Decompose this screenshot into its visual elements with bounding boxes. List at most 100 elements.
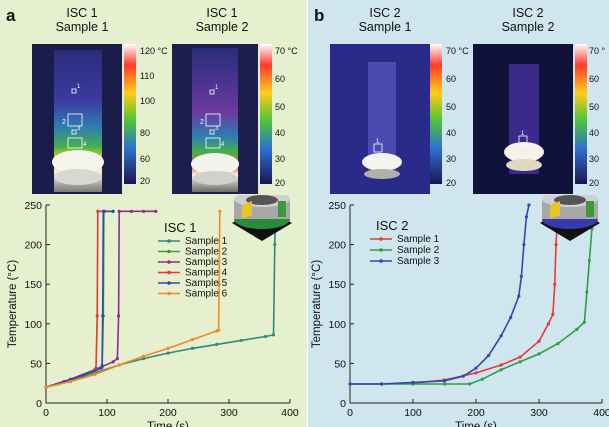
data-point — [44, 385, 48, 389]
measure-point-label: 1 — [521, 131, 525, 137]
data-point — [553, 282, 557, 286]
thermal-image-isc2-sample2: ISC 2 Sample 2 1 70 ° 60 50 40 30 20 — [473, 6, 605, 194]
series-line — [350, 204, 596, 385]
measure-point-label: 1 — [215, 85, 219, 91]
legend-label: Sample 1 — [397, 234, 440, 245]
x-tick-label: 0 — [347, 407, 353, 419]
data-point — [551, 312, 555, 316]
y-tick-label: 150 — [24, 279, 42, 291]
legend-marker — [167, 239, 171, 243]
y-axis-title: Temperature (°C) — [311, 260, 323, 348]
thermal-title-line1: ISC 1 — [206, 6, 238, 20]
colorbar-tick: 60 — [589, 74, 600, 84]
legend-label: Sample 6 — [185, 289, 228, 300]
colorbar-tick: 70 °C — [446, 46, 469, 56]
colorbar-tick: 20 — [140, 176, 151, 186]
panel-label-a: a — [6, 6, 16, 25]
colorbar-tick: 30 — [275, 154, 286, 164]
icon-stripe — [586, 201, 594, 217]
data-point — [527, 203, 531, 207]
data-point — [546, 322, 551, 326]
data-point — [575, 327, 579, 331]
data-point — [556, 342, 560, 346]
legend-title: ISC 1 — [164, 220, 197, 235]
x-tick-label: 400 — [281, 407, 299, 419]
data-point — [587, 258, 591, 263]
colorbar-tick: 70 °C — [275, 46, 298, 56]
data-point — [166, 346, 170, 350]
thermal-title-line2: Sample 1 — [358, 20, 412, 34]
thermal-photo: 1 2 3 4 — [32, 44, 122, 194]
data-point — [142, 357, 146, 361]
colorbar-tick: 30 — [589, 154, 600, 164]
colorbar — [430, 44, 442, 184]
data-point — [273, 243, 277, 247]
legend-marker — [167, 249, 171, 254]
colorbar-tick: 20 — [589, 178, 600, 188]
colorbar-tick: 50 — [446, 102, 457, 112]
colorbar — [124, 44, 136, 184]
thermal-title: ISC 2 Sample 1 — [330, 6, 440, 34]
y-tick-label: 250 — [24, 200, 42, 212]
series-line — [350, 204, 530, 385]
data-point — [111, 209, 115, 213]
y-tick-label: 0 — [340, 398, 346, 410]
thermal-photo: 1 — [473, 44, 573, 194]
legend-label: Sample 3 — [397, 256, 440, 267]
data-point — [468, 382, 472, 386]
measure-point-label: 4 — [83, 142, 87, 148]
thermal-title-line1: ISC 2 — [369, 6, 401, 20]
measure-point-label: 1 — [376, 139, 380, 145]
data-point — [142, 354, 146, 358]
data-point — [499, 363, 503, 367]
panel-b: b ISC 2 Sample 1 1 70 °C 60 50 40 30 2 — [308, 0, 609, 427]
colorbar-tick: 60 — [140, 154, 151, 164]
icon-core — [554, 195, 586, 205]
thermal-image-isc1-sample1: ISC 1 Sample 1 — [32, 6, 168, 194]
legend-marker — [167, 281, 171, 285]
data-point — [166, 351, 170, 355]
thermal-title-line1: ISC 2 — [512, 6, 544, 20]
data-point — [509, 315, 513, 320]
series-line — [45, 210, 105, 388]
data-point — [96, 209, 100, 213]
measure-point-label: 2 — [200, 119, 204, 126]
data-point — [411, 380, 415, 385]
y-tick-label: 150 — [328, 279, 346, 291]
data-point — [264, 334, 268, 339]
y-tick-label: 50 — [30, 358, 42, 370]
x-tick-label: 0 — [43, 407, 49, 419]
thermal-image-isc2-sample1: ISC 2 Sample 1 1 70 °C 60 50 40 30 20 — [330, 6, 469, 194]
thermal-title-line2: Sample 2 — [501, 20, 555, 34]
data-point — [442, 382, 447, 386]
measure-point-label: 2 — [62, 119, 66, 126]
data-point — [585, 290, 589, 294]
icon-tab — [242, 201, 252, 219]
panel-label-b: b — [314, 6, 325, 25]
measure-point-label: 3 — [215, 126, 219, 132]
x-tick-label: 300 — [530, 407, 548, 419]
data-point — [190, 338, 194, 342]
data-point — [218, 209, 222, 213]
thermal-photo: 1 — [330, 44, 430, 194]
colorbar-tick: 60 — [446, 74, 457, 84]
colorbar-tick: 80 — [140, 128, 151, 138]
data-point — [271, 333, 276, 337]
colorbar — [575, 44, 587, 184]
data-point — [68, 380, 72, 384]
panel-a: a ISC 1 Sample 1 — [0, 0, 307, 427]
data-point — [499, 334, 503, 338]
thermal-title-line2: Sample 2 — [195, 20, 249, 34]
chart-isc2: 0 100 200 300 400 0 50 100 150 200 250 Time (s) Temp… — [311, 195, 609, 427]
x-tick-label: 200 — [159, 407, 177, 419]
data-point — [461, 374, 465, 378]
colorbar — [260, 44, 272, 184]
measure-point-label: 3 — [77, 126, 81, 132]
colorbar-tick: 40 — [589, 128, 600, 138]
series-line — [45, 211, 277, 388]
data-point — [518, 360, 522, 364]
colorbar-tick: 30 — [446, 154, 457, 164]
x-tick-label: 100 — [404, 407, 422, 419]
data-point — [522, 243, 526, 247]
legend-label: Sample 1 — [185, 236, 228, 247]
